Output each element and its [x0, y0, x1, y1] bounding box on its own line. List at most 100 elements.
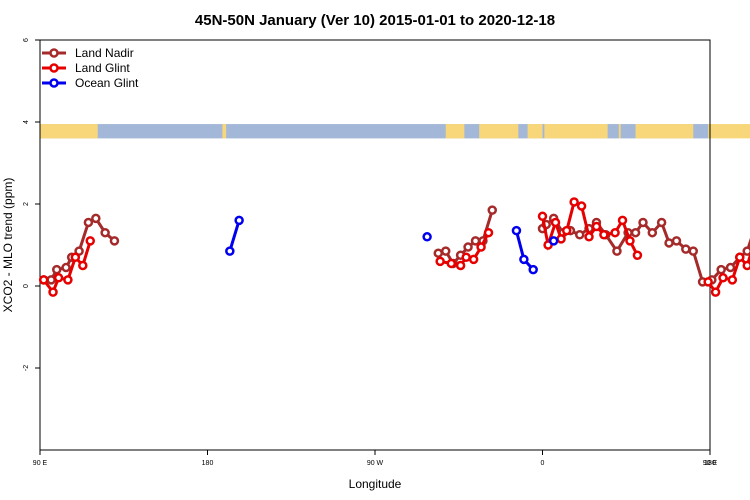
ocean-glint-point [225, 246, 235, 256]
land-nadir-point [109, 236, 120, 246]
land-nadir-point [52, 264, 62, 275]
land-glint-point [742, 260, 750, 271]
y-tick-label: 0 [23, 284, 30, 288]
land-glint-point [576, 201, 587, 211]
land-glint-point [468, 254, 479, 265]
land-nadir-point [647, 227, 658, 238]
land-nadir-point [716, 264, 726, 275]
x-tick-label: 180 [202, 460, 214, 467]
land-glint-point [78, 260, 88, 271]
land-glint-point [610, 227, 620, 238]
ocean-glint-point [511, 225, 522, 236]
land-glint-point [435, 256, 445, 267]
map-strip-ocean [40, 124, 710, 139]
land-glint-point [591, 221, 602, 232]
map-strip-land [222, 124, 227, 139]
land-nadir-point [688, 246, 698, 256]
chart-title: 45N-50N January (Ver 10) 2015-01-01 to 2… [195, 12, 555, 29]
map-strip-land [635, 124, 694, 139]
legend-marker-ocean-glint [49, 78, 59, 88]
land-glint-point [38, 275, 49, 285]
legend-marker-land-glint [49, 63, 59, 73]
map-strip-land [479, 124, 519, 139]
map-strip-land [544, 124, 608, 139]
land-nadir-point [61, 262, 71, 273]
x-tick-label: 90 W [367, 460, 384, 467]
map-strip-land [445, 124, 465, 139]
land-nadir-point [83, 217, 94, 228]
land-glint-point [584, 232, 594, 242]
land-nadir-point [440, 246, 451, 256]
land-nadir-point [664, 238, 674, 248]
land-glint-point [70, 252, 81, 263]
y-axis-label: XCO2 - MLO trend (ppm) [1, 178, 15, 313]
legend-label-ocean-glint: Ocean Glint [75, 76, 139, 90]
land-glint-point [483, 227, 494, 238]
land-glint-point [556, 234, 566, 244]
land-glint-point [727, 275, 738, 285]
map-strip-land [40, 124, 98, 139]
land-nadir-point [574, 230, 585, 240]
map-strip-land [527, 124, 543, 139]
land-nadir-point [630, 227, 641, 238]
x-tick-label: 90 E [703, 460, 718, 467]
land-nadir-point [681, 244, 691, 254]
map-strip [40, 124, 750, 139]
land-glint-point [446, 258, 457, 269]
series-layer [38, 197, 750, 297]
land-nadir-point [638, 217, 648, 228]
ocean-glint-point [528, 264, 538, 275]
x-tick-label: 0 [541, 460, 545, 467]
ocean-glint-point [422, 232, 432, 242]
land-glint-point [85, 236, 95, 246]
land-nadir-point [100, 227, 110, 238]
legend-marker-land-nadir [49, 48, 59, 58]
land-glint-point [455, 260, 466, 271]
land-glint-point [537, 211, 548, 222]
y-tick-label: -2 [23, 365, 30, 371]
land-glint-point [569, 197, 579, 207]
land-nadir-point [91, 213, 101, 224]
x-tick-label: 180 [704, 460, 716, 467]
land-nadir-point [612, 246, 622, 256]
land-glint-point [53, 273, 64, 283]
land-glint-point [550, 217, 561, 228]
ocean-glint-point [234, 215, 244, 226]
land-nadir-point [725, 262, 736, 273]
land-glint-point [625, 236, 635, 246]
land-glint-point [476, 242, 486, 252]
land-nadir-point [487, 205, 497, 215]
legend-label-land-glint: Land Glint [75, 61, 130, 75]
y-tick-label: 4 [23, 120, 30, 124]
land-glint-point [48, 287, 58, 297]
map-strip-land [618, 124, 621, 139]
ocean-glint-point [519, 254, 529, 265]
land-nadir-point [656, 217, 667, 228]
land-glint-point [599, 230, 609, 240]
legend-label-land-nadir: Land Nadir [75, 46, 134, 60]
land-nadir-point [46, 275, 56, 285]
x-axis-label: Longitude [349, 477, 402, 491]
map-strip-land [708, 124, 750, 139]
land-glint-point [461, 252, 471, 263]
y-tick-label: 2 [23, 202, 30, 206]
land-nadir-point [671, 236, 682, 246]
land-nadir-point [742, 246, 750, 256]
land-glint-point [561, 225, 572, 236]
ocean-glint-point [548, 236, 559, 246]
x-tick-label: 90 E [33, 460, 48, 467]
land-glint-point [632, 250, 643, 260]
y-tick-label: 6 [23, 38, 30, 42]
plot-frame [39, 39, 711, 451]
ocean-glint-line [228, 219, 241, 252]
land-glint-point [718, 273, 728, 283]
land-glint-point [617, 215, 628, 226]
land-glint-point [703, 277, 713, 287]
land-glint-point [63, 275, 73, 285]
land-nadir-point [470, 236, 481, 246]
land-nadir-point [463, 242, 473, 252]
land-nadir-point [433, 248, 444, 258]
